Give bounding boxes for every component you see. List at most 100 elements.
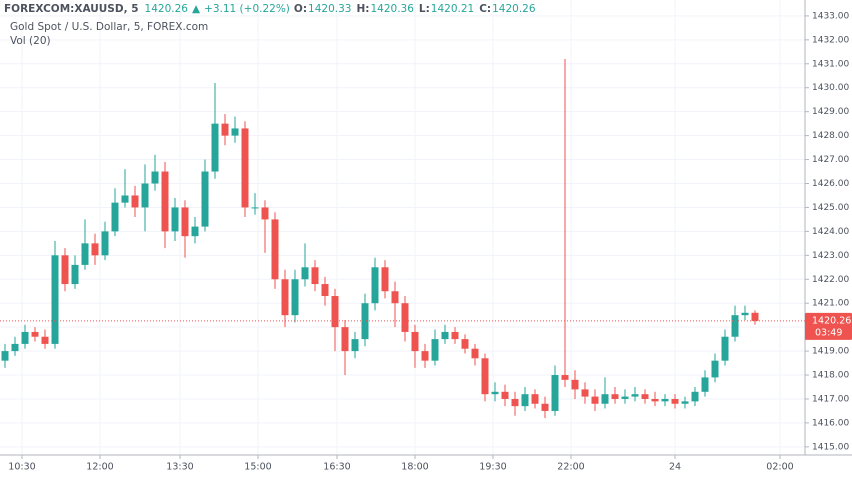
candle-body (741, 312, 749, 316)
candle-body (671, 398, 679, 404)
candle-body (531, 394, 539, 404)
x-tick-label: 18:00 (401, 462, 428, 473)
y-tick-label: 1425.00 (812, 203, 849, 213)
candle-body (691, 391, 699, 402)
candle-body (471, 348, 479, 359)
change: +3.11 (+0.22%) (204, 3, 290, 15)
candle-body (11, 343, 19, 352)
x-tick-label: 12:00 (86, 462, 113, 473)
y-tick-label: 1433.00 (812, 11, 849, 21)
candle-body (381, 267, 389, 292)
candle-body (101, 231, 109, 256)
candle-body (491, 391, 499, 395)
x-tick-label: 22:00 (557, 462, 584, 473)
ohlc-label: C: (479, 3, 491, 15)
candle-body (371, 267, 379, 304)
candle-body (651, 398, 659, 402)
candle-body (421, 351, 429, 361)
subtitle: Gold Spot / U.S. Dollar, 5, FOREX.com (10, 21, 208, 33)
candle-body (611, 394, 619, 399)
candle-body (441, 331, 449, 340)
y-tick-label: 1417.00 (812, 394, 849, 404)
legend: FOREXCOM:XAUUSD, 5 1420.26 ▲ +3.11 (+0.2… (4, 3, 290, 47)
candle-body (81, 243, 89, 265)
y-tick-label: 1416.00 (812, 418, 849, 428)
candle-body (191, 226, 199, 237)
x-tick-label: 15:00 (244, 462, 271, 473)
x-tick-label: 13:30 (166, 462, 193, 473)
candle-body (111, 202, 119, 232)
candle-body (121, 195, 129, 203)
candle-body (721, 336, 729, 361)
candle-body (261, 207, 269, 220)
candle-body (571, 379, 579, 390)
candle-body (391, 291, 399, 304)
y-tick-label: 1419.00 (812, 347, 849, 357)
candle-body (271, 219, 279, 280)
candle-body (201, 171, 209, 227)
x-tick-label: 16:30 (323, 462, 350, 473)
candle-body (31, 331, 39, 337)
candle-body (511, 398, 519, 407)
candle-body (331, 296, 339, 328)
ohlc-value: 1420.36 (370, 3, 414, 15)
price-tag-value: 1420.26 (812, 315, 851, 326)
candle-body (281, 279, 289, 316)
candle-body (551, 375, 559, 411)
candle-body (341, 327, 349, 352)
grid (0, 0, 805, 455)
candle-body (631, 394, 639, 397)
ohlc-label: L: (419, 3, 430, 15)
candle-body (521, 394, 529, 407)
candle-body (621, 396, 629, 399)
candle-body (751, 312, 759, 321)
candle-body (681, 401, 689, 404)
y-tick-label: 1418.00 (812, 371, 849, 381)
candle-body (661, 398, 669, 402)
indicator: Vol (20) (10, 35, 51, 47)
price-tag (805, 312, 852, 340)
y-tick-label: 1431.00 (812, 59, 849, 69)
candle-body (451, 331, 459, 340)
candles (1, 58, 759, 419)
candle-body (241, 128, 249, 208)
candle-body (351, 339, 359, 352)
candle-body (311, 267, 319, 285)
y-tick-label: 1423.00 (812, 251, 849, 261)
candle-body (211, 123, 219, 172)
ohlc-value: 1420.33 (308, 3, 351, 15)
candle-body (51, 255, 59, 344)
candle-body (481, 358, 489, 395)
candle-body (1, 351, 9, 361)
candle-body (61, 255, 69, 285)
candle-body (431, 339, 439, 361)
y-tick-label: 1421.00 (812, 299, 849, 309)
candle-body (501, 391, 509, 399)
y-tick-label: 1428.00 (812, 131, 849, 141)
candle-body (731, 315, 739, 337)
candle-body (181, 207, 189, 237)
change-arrow: ▲ (192, 3, 201, 15)
y-tick-label: 1426.00 (812, 179, 849, 189)
candle-body (541, 403, 549, 411)
candle-body (131, 195, 139, 208)
candle-body (411, 331, 419, 352)
x-tick-label: 19:30 (479, 462, 506, 473)
candle-body (91, 243, 99, 256)
x-tick-label: 24 (669, 462, 681, 473)
last-price: 1420.26 (145, 3, 189, 15)
y-tick-label: 1427.00 (812, 155, 849, 165)
candle-body (151, 171, 159, 184)
candle-body (21, 331, 29, 344)
candle-body (641, 394, 649, 399)
candle-body (561, 375, 569, 380)
candle-body (361, 303, 369, 340)
candle-body (141, 183, 149, 208)
candle-body (591, 396, 599, 404)
candle-body (221, 123, 229, 136)
y-tick-label: 1424.00 (812, 227, 849, 237)
candle-body (701, 377, 709, 392)
x-tick-label: 02:00 (766, 462, 793, 473)
y-tick-label: 1429.00 (812, 107, 849, 117)
